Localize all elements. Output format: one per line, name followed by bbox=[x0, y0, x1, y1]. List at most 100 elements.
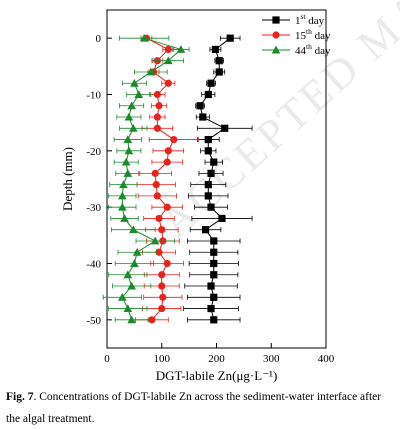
data-point-square bbox=[272, 16, 280, 24]
data-point-circle bbox=[153, 192, 161, 200]
data-point-square bbox=[211, 45, 220, 54]
data-point-triangle bbox=[132, 247, 142, 256]
data-point-square bbox=[215, 57, 223, 65]
data-point-triangle bbox=[127, 281, 136, 290]
x-tick-label: 0 bbox=[104, 353, 110, 365]
x-tick-label: 300 bbox=[263, 353, 280, 365]
data-point-square bbox=[204, 135, 212, 144]
depth-profile-chart: 0 100 200 300 400 0 -10 -20 -30 -40 -50 Depth (mm) D… bbox=[60, 9, 335, 383]
y-tick-label: -10 bbox=[86, 90, 101, 102]
y-tick-label: -40 bbox=[86, 259, 101, 271]
legend-label: 15th day bbox=[295, 27, 331, 42]
data-point-square bbox=[204, 192, 212, 200]
data-point-square bbox=[204, 90, 212, 99]
data-point-circle bbox=[159, 293, 167, 301]
data-point-triangle bbox=[120, 214, 129, 222]
figure-caption: Fig. 7. Concentrations of DGT-labile Zn … bbox=[6, 386, 394, 430]
data-point-circle bbox=[158, 226, 166, 234]
data-point-triangle bbox=[130, 259, 139, 267]
data-point-square bbox=[204, 147, 212, 155]
x-axis-label: DGT-labile Zn(μg·L⁻¹) bbox=[156, 368, 278, 383]
data-point-square bbox=[221, 124, 229, 132]
data-point-triangle bbox=[176, 45, 186, 53]
data-point-square bbox=[210, 248, 218, 256]
x-tick-label: 100 bbox=[154, 353, 171, 365]
data-point-triangle bbox=[123, 304, 133, 313]
data-point-triangle bbox=[128, 225, 138, 234]
data-point-circle bbox=[164, 79, 172, 87]
data-point-square bbox=[210, 259, 218, 268]
data-point-square bbox=[196, 102, 204, 110]
figure-label: Fig. 7 bbox=[6, 391, 34, 403]
y-tick-label: -50 bbox=[86, 315, 101, 327]
data-point-triangle bbox=[271, 45, 281, 54]
y-tick-label: -30 bbox=[86, 202, 101, 214]
data-point-triangle bbox=[127, 101, 136, 110]
data-point-square bbox=[210, 237, 218, 245]
data-point-circle bbox=[148, 316, 156, 324]
data-point-circle bbox=[153, 90, 161, 99]
series-triangle bbox=[102, 33, 190, 324]
data-point-triangle bbox=[124, 112, 134, 121]
data-point-triangle bbox=[130, 78, 139, 87]
data-point-square bbox=[207, 203, 215, 211]
data-point-square bbox=[207, 304, 215, 313]
data-point-square bbox=[204, 181, 212, 189]
data-point-square bbox=[218, 214, 226, 223]
data-point-circle bbox=[163, 203, 171, 211]
data-point-circle bbox=[155, 214, 163, 223]
data-point-circle bbox=[158, 271, 166, 279]
data-point-square bbox=[207, 282, 215, 290]
data-point-triangle bbox=[139, 33, 149, 42]
data-point-circle bbox=[158, 304, 166, 313]
data-point-circle bbox=[152, 181, 160, 189]
data-point-triangle bbox=[118, 292, 127, 301]
data-point-square bbox=[210, 293, 218, 301]
data-point-square bbox=[215, 68, 223, 76]
data-point-triangle bbox=[128, 123, 138, 132]
data-point-triangle bbox=[118, 191, 127, 200]
data-point-square bbox=[210, 158, 218, 166]
data-point-triangle bbox=[121, 157, 131, 166]
data-point-triangle bbox=[164, 56, 173, 65]
data-point-triangle bbox=[123, 135, 133, 144]
data-point-circle bbox=[170, 135, 178, 144]
data-point-circle bbox=[164, 45, 172, 54]
data-point-circle bbox=[155, 102, 163, 110]
x-tick-label: 200 bbox=[208, 353, 225, 365]
data-point-square bbox=[210, 271, 218, 279]
y-tick-label: -20 bbox=[86, 146, 101, 158]
legend-label: 1st day bbox=[295, 12, 325, 27]
data-point-triangle bbox=[127, 315, 136, 324]
data-point-circle bbox=[163, 259, 171, 268]
data-point-triangle bbox=[118, 202, 127, 211]
series-circle bbox=[135, 34, 199, 324]
legend-label: 44th day bbox=[295, 42, 331, 57]
data-point-square bbox=[201, 226, 210, 234]
data-point-circle bbox=[153, 113, 161, 121]
data-point-square bbox=[210, 316, 218, 324]
data-point-square bbox=[199, 113, 207, 121]
data-point-circle bbox=[163, 158, 171, 166]
x-tick-label: 400 bbox=[318, 353, 335, 365]
data-point-circle bbox=[153, 124, 161, 132]
data-point-circle bbox=[272, 31, 280, 39]
data-point-circle bbox=[158, 282, 166, 290]
data-point-circle bbox=[164, 147, 172, 155]
data-point-triangle bbox=[146, 67, 156, 76]
data-point-square bbox=[226, 34, 234, 42]
data-point-square bbox=[207, 169, 215, 177]
caption-text: . Concentrations of DGT-labile Zn across… bbox=[6, 391, 382, 425]
data-point-triangle bbox=[123, 169, 133, 177]
data-point-triangle bbox=[119, 180, 128, 189]
data-point-triangle bbox=[123, 270, 133, 279]
y-tick-label: 0 bbox=[96, 33, 102, 45]
data-point-square bbox=[207, 79, 215, 87]
data-point-circle bbox=[151, 169, 159, 177]
series-square bbox=[183, 34, 253, 324]
data-point-circle bbox=[155, 248, 163, 256]
y-axis-label: Depth (mm) bbox=[60, 147, 75, 211]
data-point-triangle bbox=[134, 90, 144, 98]
data-point-triangle bbox=[150, 236, 160, 245]
data-point-triangle bbox=[124, 146, 134, 155]
